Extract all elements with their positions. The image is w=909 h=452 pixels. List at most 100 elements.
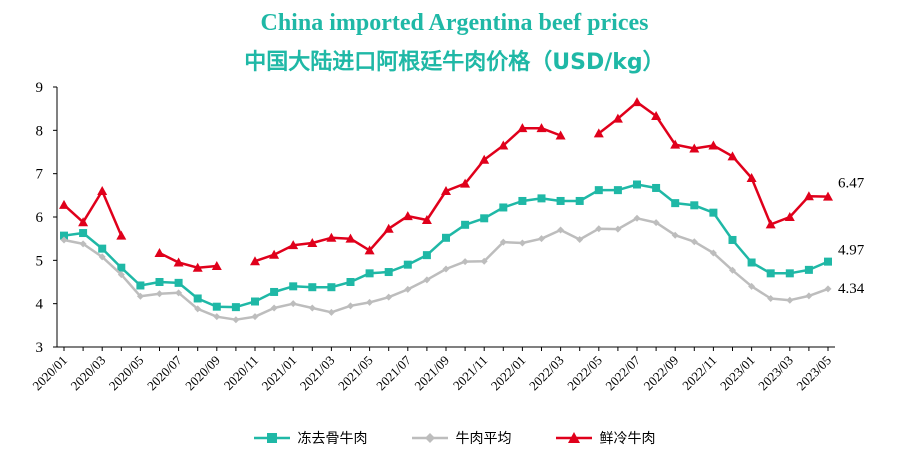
data-point-frozen — [671, 199, 680, 208]
series-line-fresh — [63, 189, 123, 237]
data-point-average — [366, 298, 374, 306]
data-point-fresh — [78, 217, 89, 227]
data-point-average — [767, 294, 775, 302]
series-fresh — [59, 97, 833, 272]
data-point-average — [232, 316, 240, 324]
data-point-average — [270, 304, 278, 312]
data-point-frozen — [728, 235, 737, 244]
data-point-average — [518, 239, 526, 247]
x-tick-label: 2022/11 — [679, 353, 719, 393]
data-point-fresh — [307, 238, 318, 247]
data-point-frozen — [652, 183, 661, 192]
data-point-fresh — [97, 186, 108, 195]
data-point-fresh — [192, 262, 203, 272]
x-tick-label: 2023/05 — [793, 353, 834, 394]
x-tick-label: 2021/01 — [259, 353, 300, 394]
data-point-fresh — [173, 257, 184, 267]
x-tick-label: 2020/01 — [29, 353, 70, 394]
x-tick-label: 2022/05 — [564, 353, 605, 394]
data-point-fresh — [345, 233, 356, 243]
data-point-fresh — [746, 173, 757, 182]
chart-axes: 34567892020/012020/032020/052020/072020/… — [29, 80, 835, 393]
data-point-fresh — [823, 191, 833, 201]
y-tick-label: 7 — [36, 167, 44, 183]
data-point-average — [98, 253, 106, 261]
data-point-fresh — [383, 223, 394, 233]
data-point-average — [156, 290, 163, 298]
data-point-fresh — [536, 123, 547, 133]
data-point-average — [729, 266, 736, 274]
data-point-average — [385, 293, 393, 301]
data-point-fresh — [632, 97, 642, 107]
legend-marker-fresh — [555, 432, 592, 443]
data-point-fresh — [364, 245, 375, 255]
chart-title-cn: 中国大陆进口阿根廷牛肉价格（USD/kg） — [244, 50, 665, 75]
data-point-average — [538, 235, 545, 243]
x-tick-label: 2022/09 — [641, 353, 682, 394]
x-tick-label: 2022/03 — [526, 353, 567, 394]
legend-label-fresh: 鲜冷牛肉 — [599, 431, 656, 447]
x-tick-label: 2020/11 — [221, 353, 261, 393]
y-tick-label: 5 — [36, 253, 44, 269]
data-point-frozen — [212, 302, 221, 311]
data-point-average — [175, 289, 183, 297]
data-point-average — [690, 238, 698, 246]
data-point-frozen — [499, 203, 508, 212]
data-point-fresh — [211, 260, 222, 270]
x-tick-label: 2020/05 — [106, 353, 147, 394]
data-point-average — [786, 296, 794, 304]
series-line-fresh — [254, 126, 562, 263]
x-tick-label: 2021/05 — [335, 353, 376, 394]
data-point-average — [79, 240, 87, 248]
chart-title-en: China imported Argentina beef prices — [260, 10, 649, 36]
series-line-fresh — [598, 100, 829, 226]
data-point-frozen — [155, 278, 164, 286]
data-point-fresh — [250, 256, 260, 266]
data-point-fresh — [59, 199, 69, 209]
data-point-frozen — [384, 268, 393, 277]
legend: 冻去骨牛肉 牛肉平均 鲜冷牛肉 — [0, 428, 909, 448]
data-point-average — [194, 305, 202, 313]
data-point-fresh — [670, 139, 681, 149]
data-point-average — [347, 302, 354, 310]
y-tick-label: 6 — [36, 210, 44, 226]
x-tick-label: 2022/01 — [488, 353, 529, 394]
data-point-frozen — [422, 251, 431, 260]
y-tick-label: 9 — [36, 80, 44, 96]
data-point-frozen — [766, 269, 775, 278]
legend-item-average: 牛肉平均 — [411, 428, 512, 448]
data-point-average — [213, 313, 221, 321]
x-tick-label: 2021/09 — [411, 353, 452, 394]
data-point-fresh — [116, 230, 127, 240]
data-point-fresh — [517, 123, 528, 133]
data-point-frozen — [785, 269, 794, 278]
data-point-frozen — [251, 297, 259, 306]
legend-item-frozen: 冻去骨牛肉 — [253, 428, 368, 448]
data-point-frozen — [174, 278, 183, 287]
data-point-frozen — [193, 294, 202, 303]
data-point-frozen — [556, 196, 565, 205]
data-point-frozen — [461, 220, 470, 229]
data-point-fresh — [479, 154, 490, 164]
data-point-average — [748, 282, 756, 290]
data-point-average — [423, 276, 431, 284]
data-point-fresh — [651, 111, 662, 121]
plot-area — [59, 97, 833, 324]
data-point-frozen — [480, 214, 489, 223]
data-point-frozen — [709, 208, 718, 217]
data-point-frozen — [327, 283, 336, 292]
data-point-average — [652, 219, 660, 227]
data-point-frozen — [575, 196, 584, 205]
legend-marker-frozen — [253, 433, 290, 443]
data-point-frozen — [289, 282, 298, 291]
series-average — [60, 214, 832, 324]
data-point-average — [289, 300, 297, 308]
data-point-fresh — [803, 191, 814, 201]
data-point-average — [117, 271, 125, 279]
data-point-average — [633, 214, 641, 222]
y-tick-label: 8 — [36, 123, 44, 139]
data-point-fresh — [441, 186, 451, 195]
data-point-frozen — [518, 196, 527, 205]
data-point-frozen — [442, 233, 450, 242]
